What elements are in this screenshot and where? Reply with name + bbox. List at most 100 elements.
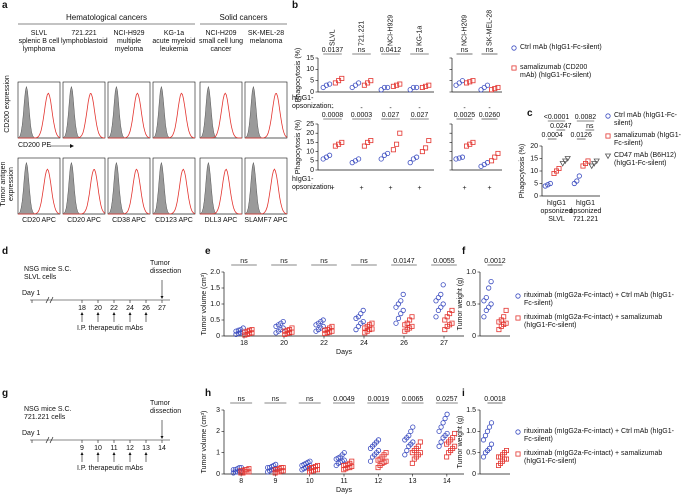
row-label: CD200 expression <box>4 75 11 133</box>
legend-label: rituximab (mIgG2a-Fc-intact) + Ctrl mAb … <box>524 292 674 307</box>
timeline-day: 10 <box>94 445 102 452</box>
data-point <box>444 411 450 417</box>
panel-label: a <box>2 0 8 11</box>
cell-description: lymphoblastoid <box>61 38 108 45</box>
opsonization-sign: - <box>463 105 466 112</box>
data-point <box>249 327 255 333</box>
panel-label: e <box>205 246 211 257</box>
y-tick-label: 15 <box>306 55 314 62</box>
p-value: 0.0012 <box>484 258 506 265</box>
data-point <box>449 320 455 326</box>
x-tick-label: 26 <box>400 340 408 347</box>
data-point <box>314 462 320 468</box>
p-value: ns <box>358 47 366 54</box>
data-point <box>438 291 444 297</box>
data-point <box>394 82 400 88</box>
antigen-axis-label: CD38 APC <box>112 217 146 224</box>
data-point <box>545 182 551 188</box>
legend-marker <box>515 429 521 435</box>
cell-description: splenic B cell lymphoma <box>18 38 60 53</box>
isotype-histogram <box>107 86 150 139</box>
treatment-arrowhead <box>80 312 84 315</box>
p-value: ns <box>237 396 245 403</box>
timeline-day: 12 <box>126 445 134 452</box>
data-point <box>320 323 326 329</box>
data-point <box>394 141 400 147</box>
p-value: ns <box>272 396 280 403</box>
data-point <box>593 158 600 165</box>
legend-marker <box>515 315 521 321</box>
cell-name: 721.221 <box>71 30 97 37</box>
data-point <box>390 83 396 89</box>
cell-description: melanoma <box>249 38 283 45</box>
p-value: 0.027 <box>382 112 400 119</box>
treatment-arrowhead <box>128 452 132 455</box>
opsonization-sign: + <box>417 185 421 192</box>
data-point <box>383 450 389 456</box>
data-point <box>280 465 286 471</box>
panel-label: h <box>205 388 212 399</box>
data-point <box>414 154 420 160</box>
y-axis-label: Tumor weight (g) <box>457 278 464 331</box>
p-value: 0.0008 <box>322 112 344 119</box>
stained-histogram <box>18 92 61 139</box>
data-point <box>400 307 406 313</box>
timeline-day: 27 <box>158 305 166 312</box>
panel-label: i <box>462 388 465 399</box>
treatment-arrowhead <box>96 452 100 455</box>
opsonization-sign: - <box>389 105 392 112</box>
category-label: 721.221 <box>358 21 365 46</box>
y-tick-label: 2.0 <box>210 269 220 276</box>
timeline-day: 9 <box>80 445 84 452</box>
data-point <box>423 145 429 151</box>
p-value: 0.0260 <box>479 112 501 119</box>
p-value: ns <box>280 258 288 265</box>
data-point <box>488 420 495 426</box>
dissection-arrowhead <box>160 436 164 439</box>
data-point <box>433 314 439 320</box>
data-point <box>356 156 362 162</box>
y-tick-label: 20 <box>306 130 314 137</box>
data-point <box>409 323 415 329</box>
y-tick-label: 0 <box>216 471 220 478</box>
panel-label: g <box>2 388 9 399</box>
data-point <box>438 304 444 310</box>
data-point <box>486 285 492 291</box>
legend-label: CD47 mAb (B6H12) (hIgG1-Fc-silent) <box>614 152 677 167</box>
category-label: NCI-H929 <box>387 15 394 46</box>
treatment-label: I.P. therapeutic mAbs <box>77 325 144 332</box>
data-point <box>503 307 509 313</box>
data-point <box>452 443 458 449</box>
antigen-axis-label: SLAMF7 APC <box>244 217 288 224</box>
y-tick-label: 5 <box>534 180 538 187</box>
category-label: KG-1a <box>416 26 423 46</box>
data-point <box>410 424 416 430</box>
isotype-histogram <box>62 86 105 139</box>
opsonization-sign: - <box>360 105 363 112</box>
stained-histogram <box>245 93 288 139</box>
cell-name: SK-MEL-28 <box>247 30 285 37</box>
data-point <box>438 439 444 445</box>
y-tick-label: 10 <box>306 66 314 73</box>
data-point <box>489 87 495 93</box>
data-point <box>417 450 423 456</box>
p-value: 0.0082 <box>575 114 597 121</box>
data-point <box>542 183 548 189</box>
group-title: Solid cancers <box>219 13 268 22</box>
x-tick-label: 20 <box>280 340 288 347</box>
data-point <box>410 84 417 91</box>
data-point <box>438 424 444 430</box>
data-point <box>495 150 501 156</box>
timeline-break <box>49 436 54 444</box>
data-point <box>440 301 446 307</box>
y-tick-label: 3 <box>216 407 220 414</box>
y-tick-label: 1.0 <box>210 301 220 308</box>
legend-marker <box>511 65 517 71</box>
data-point <box>236 464 242 471</box>
y-tick-label: 15 <box>306 139 314 146</box>
data-point <box>280 318 286 325</box>
y-tick-label: 20 <box>530 143 538 150</box>
panel-label: c <box>527 108 533 119</box>
x-tick-label: 11 <box>340 478 347 485</box>
